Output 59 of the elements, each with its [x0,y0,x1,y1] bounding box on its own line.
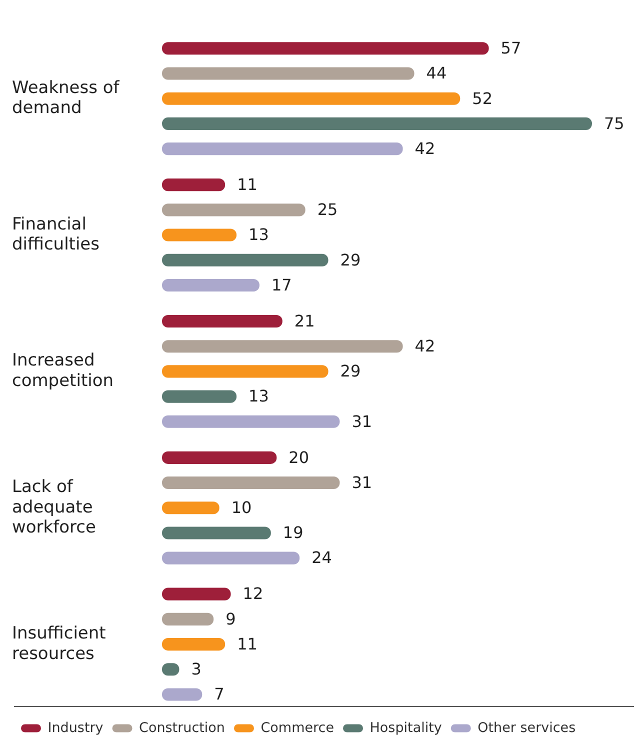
data-label: 20 [288,448,310,467]
y-tick-label: Weakness of demand [12,78,120,118]
bar [162,415,340,428]
bar [162,502,220,514]
bar [162,390,237,403]
data-label: 44 [426,64,447,83]
bar [162,228,237,242]
data-label: 12 [242,584,264,604]
data-label: 42 [414,138,436,158]
bar [162,588,231,600]
data-label: 7 [214,684,224,704]
bar [162,476,340,490]
data-label: 31 [352,412,372,431]
bar [162,117,592,130]
data-label: 75 [604,114,624,133]
data-label: 29 [340,250,361,270]
bar [162,204,306,216]
data-label: 11 [237,634,258,654]
bar [162,67,414,80]
bar [162,278,260,292]
y-tick-label: Insufficient resources [12,624,106,664]
y-tick-label: Financial difficulties [12,214,100,255]
bar [162,92,460,105]
data-label: 25 [317,200,338,220]
bar [162,451,277,464]
data-label: 24 [312,548,332,568]
legend-label: Construction [139,720,225,736]
bar [162,526,271,540]
legend-label: Industry [48,720,104,736]
y-tick-label: Increased competition [12,350,114,392]
bar [162,638,226,651]
data-label: 3 [191,660,202,679]
bar [162,340,403,353]
data-label: 29 [340,362,361,381]
data-label: 17 [271,275,292,294]
bar [162,612,214,626]
bar [162,42,489,55]
y-tick-label: Lack of adequate workforce [12,476,96,538]
bar [162,142,403,156]
data-label: 13 [248,386,269,406]
data-label: 52 [472,88,492,108]
data-label: 9 [226,609,236,628]
bar [162,178,226,192]
data-label: 10 [231,498,252,518]
data-label: 42 [414,336,436,356]
legend-label: Other services [478,720,576,736]
bar [162,688,202,701]
legend-label: Commerce [260,720,334,736]
bar [162,314,282,328]
bar [162,254,328,266]
data-label: 19 [282,523,304,542]
legend-label: Hospitality [370,720,442,736]
data-label: 21 [294,311,315,330]
data-label: 31 [352,472,372,492]
data-label: 13 [248,225,269,244]
bar [162,552,300,564]
bar [162,365,328,378]
data-label: 11 [237,174,258,194]
data-label: 57 [500,38,522,58]
